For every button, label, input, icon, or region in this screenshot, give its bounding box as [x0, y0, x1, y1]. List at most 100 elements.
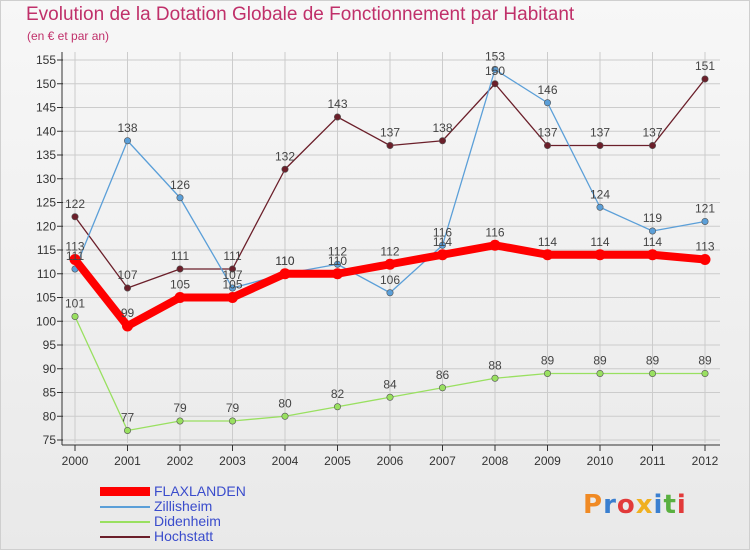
x-tick-label: 2004: [272, 454, 299, 468]
data-point-didenheim: [333, 403, 341, 411]
y-tick-label: 80: [43, 409, 57, 423]
x-tick-label: 2009: [534, 454, 561, 468]
data-label-zillisheim: 106: [380, 273, 400, 287]
data-point-hochstatt: [229, 265, 237, 273]
data-label-flaxlanden: 113: [65, 240, 84, 254]
data-label-hochstatt: 137: [642, 126, 662, 140]
data-label-didenheim: 86: [436, 368, 450, 382]
data-point-didenheim: [543, 369, 551, 377]
y-tick-label: 120: [36, 219, 56, 233]
data-point-zillisheim: [438, 241, 446, 249]
data-point-hochstatt: [386, 142, 394, 150]
data-point-didenheim: [701, 369, 709, 377]
data-label-zillisheim: 119: [643, 211, 662, 225]
data-point-didenheim: [281, 412, 289, 420]
data-label-zillisheim: 107: [222, 268, 242, 282]
data-point-hochstatt: [543, 142, 551, 150]
logo-letter: P: [583, 490, 604, 520]
y-tick-label: 145: [36, 101, 56, 115]
data-point-zillisheim: [176, 194, 184, 202]
legend-swatch-zillisheim: [100, 506, 150, 508]
data-label-zillisheim: 138: [117, 121, 137, 135]
data-point-hochstatt: [438, 137, 446, 145]
data-label-zillisheim: 153: [485, 50, 505, 64]
data-point-flaxlanden: [489, 239, 501, 251]
chart-title: Evolution de la Dotation Globale de Fonc…: [26, 4, 575, 25]
legend-swatch-flaxlanden: [100, 487, 150, 496]
data-label-flaxlanden: 114: [590, 235, 609, 249]
data-label-zillisheim: 111: [66, 249, 85, 263]
data-label-didenheim: 89: [698, 354, 712, 368]
logo-letter: r: [603, 490, 617, 520]
legend-label-flaxlanden: FLAXLANDEN: [154, 483, 246, 499]
legend-label-hochstatt: Hochstatt: [154, 528, 214, 544]
y-tick-label: 140: [36, 124, 56, 138]
data-point-hochstatt: [71, 213, 79, 221]
legend-label-zillisheim: Zillisheim: [154, 498, 213, 514]
data-point-zillisheim: [124, 137, 132, 145]
data-label-hochstatt: 151: [695, 59, 715, 73]
legend-swatch-hochstatt: [100, 536, 150, 538]
data-point-didenheim: [648, 369, 656, 377]
data-label-didenheim: 77: [121, 411, 135, 425]
x-tick-label: 2011: [640, 454, 666, 468]
data-point-hochstatt: [176, 265, 184, 273]
data-label-hochstatt: 150: [485, 64, 505, 78]
data-label-hochstatt: 107: [117, 268, 137, 282]
data-point-hochstatt: [596, 142, 604, 150]
data-point-zillisheim: [229, 284, 237, 292]
data-label-flaxlanden: 114: [538, 235, 557, 249]
y-tick-label: 90: [43, 362, 57, 376]
logo-letter: o: [616, 490, 636, 520]
data-point-flaxlanden: [437, 249, 448, 261]
y-tick-label: 95: [43, 338, 57, 352]
data-point-flaxlanden: [69, 254, 81, 265]
data-label-didenheim: 79: [173, 401, 187, 415]
data-label-flaxlanden: 113: [695, 240, 714, 254]
y-tick-label: 75: [43, 433, 57, 447]
chart-subtitle: (en € et par an): [27, 29, 110, 43]
data-point-zillisheim: [596, 203, 604, 211]
y-tick-label: 125: [36, 196, 56, 210]
logo-letter: x: [635, 490, 654, 520]
data-point-hochstatt: [281, 165, 289, 173]
x-tick-label: 2006: [377, 454, 404, 468]
y-tick-label: 115: [37, 243, 56, 257]
data-label-flaxlanden: 112: [380, 244, 399, 258]
data-point-zillisheim: [491, 66, 499, 74]
data-label-flaxlanden: 114: [643, 235, 662, 249]
data-point-didenheim: [124, 426, 132, 434]
data-label-didenheim: 88: [488, 358, 502, 372]
data-label-flaxlanden: 105: [222, 278, 242, 292]
data-point-flaxlanden: [542, 249, 553, 261]
data-label-zillisheim: 110: [275, 254, 294, 268]
data-point-hochstatt: [648, 142, 656, 150]
data-point-hochstatt: [333, 113, 341, 121]
data-label-hochstatt: 143: [327, 97, 347, 111]
proxiti-logo: Proxiti: [583, 490, 687, 520]
y-tick-label: 155: [36, 53, 56, 67]
data-point-hochstatt: [124, 284, 132, 292]
logo-letter: i: [653, 490, 664, 520]
data-point-zillisheim: [333, 260, 341, 268]
data-label-hochstatt: 111: [223, 249, 242, 263]
data-point-flaxlanden: [699, 254, 711, 265]
data-label-zillisheim: 116: [433, 225, 452, 239]
data-label-flaxlanden: 114: [433, 235, 452, 249]
x-tick-label: 2012: [692, 454, 719, 468]
data-point-didenheim: [386, 393, 394, 401]
data-label-didenheim: 79: [226, 401, 240, 415]
data-label-zillisheim: 124: [590, 187, 610, 201]
data-label-zillisheim: 121: [695, 202, 715, 216]
data-point-zillisheim: [701, 218, 709, 226]
data-label-hochstatt: 137: [380, 126, 400, 140]
data-label-didenheim: 89: [541, 354, 555, 368]
data-label-zillisheim: 146: [537, 83, 557, 97]
data-label-zillisheim: 112: [328, 244, 347, 258]
data-label-flaxlanden: 110: [328, 254, 347, 268]
data-label-hochstatt: 137: [537, 126, 557, 140]
y-tick-label: 100: [36, 314, 56, 328]
data-label-didenheim: 82: [331, 387, 345, 401]
data-point-didenheim: [491, 374, 499, 382]
logo-letter: i: [676, 490, 687, 520]
